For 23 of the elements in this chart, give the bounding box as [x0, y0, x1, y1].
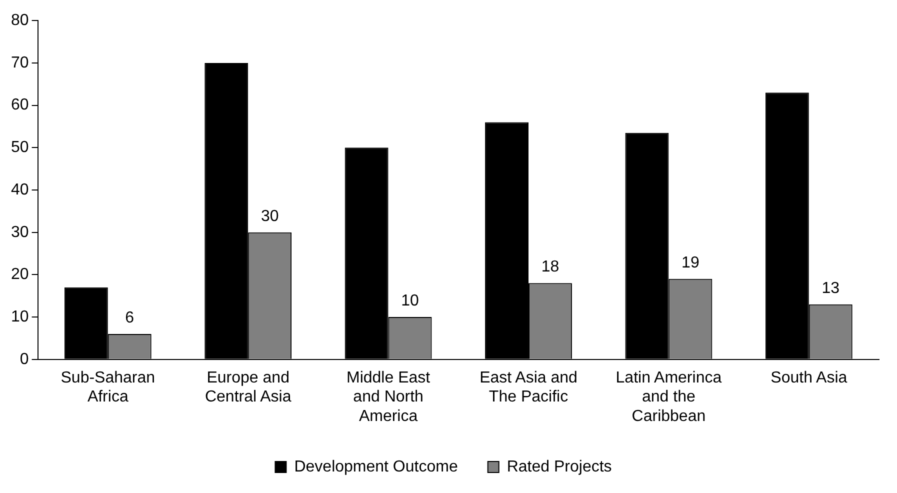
x-tick-label: Sub-Saharan Africa [60, 369, 156, 406]
data-label: 30 [260, 208, 279, 225]
y-tick-label: 70 [11, 54, 29, 72]
y-tick-label: 40 [11, 181, 29, 198]
data-label: 13 [822, 280, 840, 297]
data-label: 19 [682, 254, 700, 272]
legend-label: Development Outcome [294, 458, 458, 476]
y-tick-label: 0 [20, 350, 29, 368]
data-label: 6 [125, 309, 134, 326]
y-tick-label: 60 [11, 96, 29, 114]
data-label: 18 [541, 258, 560, 276]
y-tick-label: 20 [11, 266, 29, 284]
y-tick-label: 80 [11, 12, 29, 30]
x-tick-label: Europe and Central Asia [204, 369, 292, 406]
x-tick-label: Latin Amerinca and the Caribbean [616, 369, 722, 425]
x-tick-label: South Asia [770, 369, 848, 386]
y-tick-label: 10 [11, 308, 29, 326]
y-tick-label: 30 [11, 224, 29, 241]
legend-label: Rated Projects [506, 458, 612, 476]
data-label: 10 [401, 292, 420, 310]
y-tick-label: 50 [11, 139, 29, 156]
x-tick-label: Middle East and North America [346, 369, 431, 425]
x-tick-label: East Asia and The Pacific [480, 369, 578, 406]
